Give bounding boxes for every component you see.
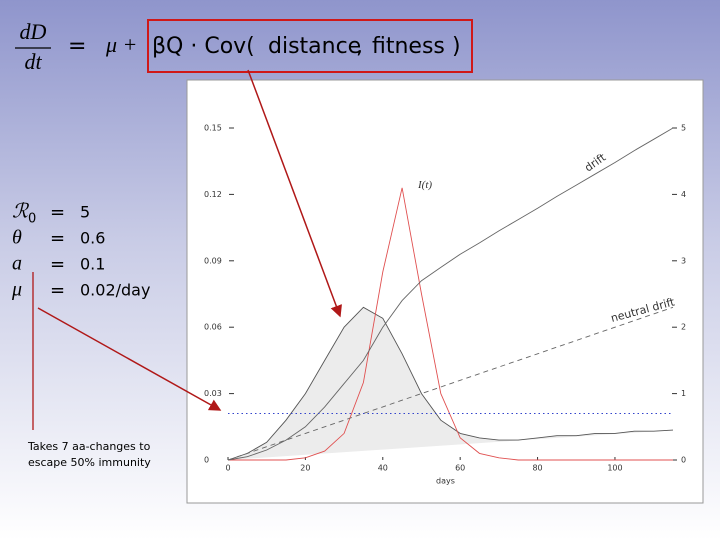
y-tick-label: 0.15 xyxy=(204,124,222,133)
param-symbol: a xyxy=(12,253,22,275)
comma: , xyxy=(356,34,363,59)
close-paren: ) xyxy=(452,34,461,59)
arrow xyxy=(37,307,222,411)
y2-tick-label: 5 xyxy=(681,124,686,133)
param-equals: = xyxy=(50,280,65,301)
param-subscript: 0 xyxy=(28,212,36,227)
param-symbol: μ xyxy=(11,279,22,301)
parameters: ℛ 0 = 5 θ = 0.6 a = 0.1 μ = 0.02/day xyxy=(11,201,150,301)
param-equals: = xyxy=(50,228,65,249)
denominator: dt xyxy=(24,49,42,74)
y-tick-label: 0.03 xyxy=(204,389,222,398)
series-line xyxy=(227,306,674,461)
x-tick-label: 20 xyxy=(300,464,310,473)
y2-tick-label: 1 xyxy=(681,389,686,398)
param-equals: = xyxy=(50,254,65,275)
mu-plus: μ + xyxy=(105,32,137,57)
x-tick-label: 40 xyxy=(378,464,388,473)
param-equals: = xyxy=(50,202,65,223)
highlight-box xyxy=(147,19,473,73)
arg2: fitness xyxy=(372,34,445,59)
arg1: distance xyxy=(268,34,361,59)
x-tick-label: 60 xyxy=(455,464,465,473)
equation: dD dt = μ + βQ · Cov( distance , fitness… xyxy=(15,19,473,74)
x-tick-label: 0 xyxy=(225,464,230,473)
param-value: 0.1 xyxy=(80,255,105,274)
param-value: 5 xyxy=(80,203,90,222)
param-value: 0.6 xyxy=(80,229,105,248)
y2-tick-label: 0 xyxy=(681,456,686,465)
equals: = xyxy=(68,34,86,59)
y2-tick-label: 3 xyxy=(681,256,686,265)
y2-tick-label: 4 xyxy=(681,190,686,199)
note-line: escape 50% immunity xyxy=(28,456,151,469)
x-axis-label: days xyxy=(436,477,455,486)
param-symbol: θ xyxy=(12,227,22,249)
numerator: dD xyxy=(20,19,47,44)
series-label: I(t) xyxy=(417,179,432,191)
arrow xyxy=(247,69,342,318)
x-tick-label: 80 xyxy=(532,464,542,473)
y-tick-label: 0 xyxy=(204,456,209,465)
x-tick-label: 100 xyxy=(607,464,622,473)
cov-term: βQ · Cov( xyxy=(152,34,255,59)
param-symbol: ℛ xyxy=(12,201,30,223)
param-value: 0.02/day xyxy=(80,281,150,300)
series-line xyxy=(227,127,674,461)
note-line: Takes 7 aa-changes to xyxy=(27,440,151,453)
y-tick-label: 0.12 xyxy=(204,190,222,199)
y-tick-label: 0.06 xyxy=(204,323,222,332)
series-line xyxy=(228,187,673,461)
y-tick-label: 0.09 xyxy=(204,256,222,265)
y2-tick-label: 2 xyxy=(681,323,686,332)
